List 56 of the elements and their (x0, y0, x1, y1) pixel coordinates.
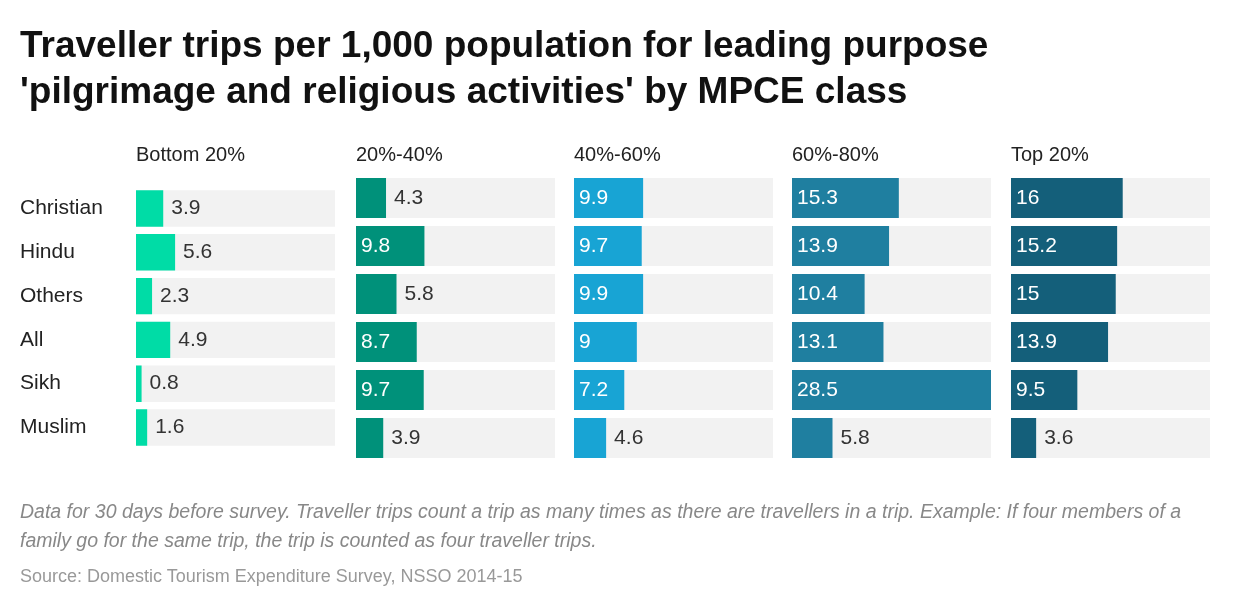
data-label: 4.9 (178, 326, 208, 350)
source-note: Source: Domestic Tourism Expenditure Survey, NSSO 2014-15 (20, 566, 524, 587)
data-label: 28.5 (797, 376, 838, 400)
data-label: 3.9 (171, 195, 201, 219)
data-label: 15.2 (1016, 232, 1057, 256)
data-label: 9 (579, 328, 591, 352)
chart-title: Top 20% (1011, 142, 1090, 167)
chart-title: 40%-60% (574, 142, 662, 167)
y-tick-label: Others (20, 282, 84, 306)
data-label: 4.3 (394, 184, 424, 208)
y-tick-label: Hindu (20, 239, 75, 263)
data-label: 3.6 (1044, 424, 1074, 448)
bar (356, 418, 384, 458)
bar (356, 178, 387, 218)
data-label: 13.9 (1016, 328, 1057, 352)
y-tick-label: Muslim (20, 414, 87, 438)
data-label: 5.6 (183, 239, 213, 263)
data-label: 3.9 (391, 424, 421, 448)
chart-title: 60%-80% (792, 142, 880, 167)
bar (574, 418, 607, 458)
bar (136, 234, 176, 271)
data-label: 10.4 (797, 280, 839, 304)
y-tick-label: All (20, 326, 44, 350)
data-label: 9.8 (361, 232, 391, 256)
bar (136, 365, 142, 402)
data-label: 9.7 (361, 376, 391, 400)
data-label: 7.2 (579, 376, 609, 400)
bar (136, 321, 171, 359)
bar (792, 418, 833, 458)
data-label: 13.1 (797, 328, 838, 352)
chart-title: 20%-40% (356, 142, 444, 167)
data-label: 0.8 (149, 370, 179, 394)
data-label: 2.3 (160, 282, 190, 306)
data-label: 15 (1016, 280, 1040, 304)
data-label: 4.6 (614, 424, 644, 448)
data-label: 9.7 (579, 232, 609, 256)
data-label: 9.5 (1016, 376, 1046, 400)
bar (356, 274, 397, 314)
data-label: 16 (1016, 184, 1040, 208)
bar (136, 409, 148, 446)
bar (136, 277, 153, 315)
y-tick-label: Sikh (20, 370, 61, 394)
data-label: 9.9 (579, 184, 609, 208)
data-label: 5.8 (840, 424, 870, 448)
data-label: 13.9 (797, 232, 838, 256)
chart-title: Bottom 20% (135, 142, 246, 167)
bar (1011, 418, 1037, 458)
bar (136, 190, 164, 227)
text: Traveller trips per 1,000 population for leading purpose 'pilgrimage and religious activities' by MPCE class (20, 23, 990, 113)
data-label: 1.6 (155, 414, 185, 438)
data-label: 5.8 (404, 280, 434, 304)
data-label: 8.7 (361, 328, 391, 352)
y-tick-label: Christian (20, 195, 103, 219)
data-label: 15.3 (797, 184, 838, 208)
text: Data for 30 days before survey. Traveller trips count a trip as many times as there are travellers in a trip. Example: If four members of a family go for the same trip, the trip is counted as four traveller trips. (20, 499, 1183, 553)
data-label: 9.9 (579, 280, 609, 304)
